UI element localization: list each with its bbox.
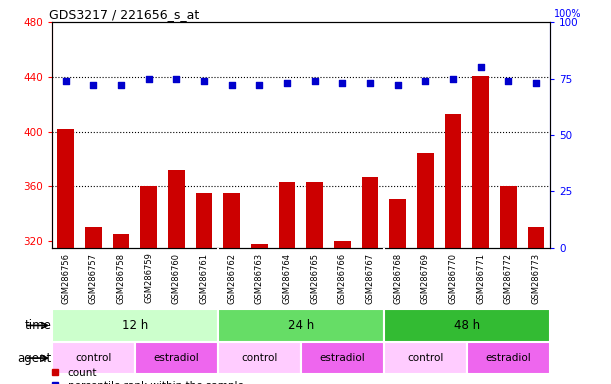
Bar [528,227,544,248]
Bar [500,186,517,248]
Point [310,78,320,84]
Bar [362,177,378,248]
Text: GSM286762: GSM286762 [227,253,236,304]
Bar [467,342,550,374]
Point [531,80,541,86]
Text: estradiol: estradiol [320,353,365,363]
Text: GSM286772: GSM286772 [504,253,513,304]
Bar [224,193,240,248]
Point [393,82,403,88]
Point [365,80,375,86]
Point [227,82,236,88]
Text: GSM286770: GSM286770 [448,253,458,304]
Bar [251,243,268,248]
Text: time: time [25,319,52,332]
Bar [307,182,323,248]
Point [448,76,458,82]
Text: estradiol: estradiol [486,353,532,363]
Text: GDS3217 / 221656_s_at: GDS3217 / 221656_s_at [49,8,200,21]
Bar [389,199,406,248]
Bar [445,114,461,248]
Bar [384,342,467,374]
Text: estradiol: estradiol [153,353,199,363]
Text: 48 h: 48 h [454,319,480,332]
Text: GSM286757: GSM286757 [89,253,98,304]
Bar [196,193,213,248]
Bar [218,309,384,342]
Point [89,82,98,88]
Text: GSM286759: GSM286759 [144,253,153,303]
Text: GSM286765: GSM286765 [310,253,320,304]
Point [503,78,513,84]
Text: GSM286767: GSM286767 [365,253,375,304]
Legend: count, percentile rank within the sample: count, percentile rank within the sample [51,367,244,384]
Bar [135,342,218,374]
Point [255,82,265,88]
Bar [218,342,301,374]
Bar [141,186,157,248]
Text: control: control [241,353,277,363]
Text: GSM286766: GSM286766 [338,253,347,304]
Bar [52,342,135,374]
Bar [85,227,101,248]
Text: GSM286769: GSM286769 [421,253,430,304]
Text: agent: agent [18,352,52,364]
Text: 100%: 100% [554,10,582,20]
Text: GSM286768: GSM286768 [393,253,402,304]
Bar [301,342,384,374]
Point [420,78,430,84]
Text: GSM286771: GSM286771 [476,253,485,304]
Bar [384,309,550,342]
Text: GSM286763: GSM286763 [255,253,264,304]
Text: control: control [75,353,112,363]
Bar [417,154,434,248]
Text: 12 h: 12 h [122,319,148,332]
Bar [472,76,489,248]
Point [61,78,71,84]
Bar [113,234,130,248]
Point [144,76,153,82]
Text: GSM286773: GSM286773 [532,253,541,304]
Text: GSM286758: GSM286758 [117,253,126,304]
Text: GSM286764: GSM286764 [282,253,291,304]
Bar [168,170,185,248]
Text: 24 h: 24 h [288,319,314,332]
Text: GSM286761: GSM286761 [200,253,208,304]
Point [337,80,347,86]
Bar [52,309,218,342]
Bar [279,182,295,248]
Point [199,78,209,84]
Text: control: control [407,353,444,363]
Point [476,64,486,70]
Bar [57,129,74,248]
Point [282,80,292,86]
Point [172,76,181,82]
Point [116,82,126,88]
Text: GSM286756: GSM286756 [61,253,70,304]
Text: GSM286760: GSM286760 [172,253,181,304]
Bar [334,241,351,248]
